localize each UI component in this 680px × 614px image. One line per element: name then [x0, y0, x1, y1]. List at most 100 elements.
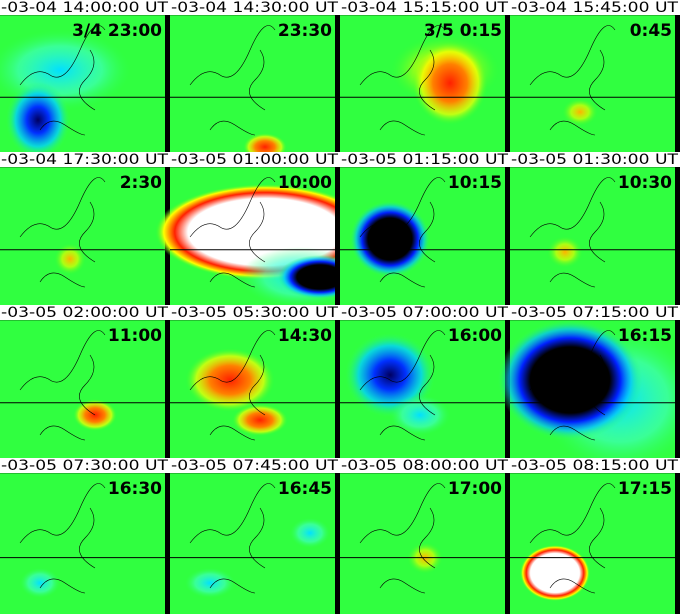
panel-edge — [335, 473, 340, 614]
header-bg — [0, 305, 170, 320]
panel-edge — [335, 167, 340, 305]
header-bg — [170, 0, 340, 15]
coastline — [189, 25, 276, 136]
coastline — [529, 330, 616, 441]
coastline — [529, 25, 616, 136]
panel-header: -03-05 01:00:00 UT — [171, 152, 339, 168]
panel: 10:30 — [510, 166, 680, 305]
panel: 3/4 23:00 — [0, 14, 170, 158]
coastline — [359, 483, 446, 594]
anomaly — [54, 243, 86, 275]
panel-time-label: 10:15 — [448, 173, 502, 193]
anomaly — [20, 568, 60, 598]
coastline — [529, 177, 616, 288]
anomaly — [412, 41, 488, 125]
panel: 0:45 — [510, 14, 680, 152]
header-bg — [510, 305, 680, 320]
panel: 11:00 — [0, 319, 170, 458]
panel-time-label: 23:30 — [278, 21, 332, 41]
panel-header: -03-05 08:15:00 UT — [511, 458, 679, 474]
panel-header: -03-05 01:30:00 UT — [511, 152, 679, 168]
panel-time-label: 10:00 — [278, 173, 332, 193]
panel-edge — [335, 320, 340, 458]
panel: 17:00 — [340, 472, 510, 614]
coastline — [189, 177, 276, 288]
anomaly — [350, 201, 430, 277]
header-bg — [170, 305, 340, 320]
panel: 14:30 — [170, 319, 340, 458]
coastline — [19, 177, 106, 288]
panel: 16:15 — [498, 319, 680, 470]
anomaly — [390, 395, 450, 435]
panel-header: -03-05 08:00:00 UT — [341, 458, 509, 474]
panel-time-label: 16:00 — [448, 326, 502, 346]
panel-header: -03-04 14:00:00 UT — [1, 0, 169, 16]
header-bg — [170, 458, 340, 473]
panel-edge — [675, 473, 680, 614]
anomaly — [232, 404, 288, 436]
panel-header: -03-04 15:45:00 UT — [511, 0, 679, 16]
coastline — [19, 330, 106, 441]
panel-time-label: 11:00 — [108, 326, 162, 346]
panel-time-label: 14:30 — [278, 326, 332, 346]
panel-edge — [675, 320, 680, 458]
coastline — [19, 25, 106, 136]
panel-time-label: 3/4 23:00 — [72, 21, 162, 41]
coastline — [189, 330, 276, 441]
panel-edge — [165, 15, 170, 152]
panel-edge — [675, 167, 680, 305]
panel: 16:45 — [170, 472, 340, 614]
panel-time-label: 10:30 — [618, 173, 672, 193]
panel-header: -03-05 07:15:00 UT — [511, 305, 679, 321]
header-bg — [170, 152, 340, 167]
panel: 16:00 — [340, 319, 510, 458]
coastline — [359, 177, 446, 288]
header-bg — [340, 0, 510, 15]
panel-time-label: 2:30 — [120, 173, 162, 193]
header-bg — [0, 0, 170, 15]
panel: 17:15 — [510, 472, 680, 614]
anomaly — [498, 320, 642, 440]
panel-time-label: 16:45 — [278, 479, 332, 499]
panel-time-label: 0:45 — [630, 21, 672, 41]
map-background — [0, 167, 170, 305]
panel-header: -03-04 15:15:00 UT — [341, 0, 509, 16]
coastline — [359, 330, 446, 441]
panel: 23:30 — [170, 14, 340, 161]
coastline — [19, 483, 106, 594]
panel-header: -03-05 07:30:00 UT — [1, 458, 169, 474]
panel-time-label: 3/5 0:15 — [424, 21, 502, 41]
panel-header: -03-05 07:45:00 UT — [171, 458, 339, 474]
anomaly — [562, 98, 598, 126]
map-background — [0, 320, 170, 458]
panel-header: -03-05 05:30:00 UT — [171, 305, 339, 321]
panel-header: -03-04 14:30:00 UT — [171, 0, 339, 16]
panel-edge — [505, 473, 510, 614]
map-background — [170, 15, 340, 152]
panel-edge — [165, 320, 170, 458]
panel-time-label: 17:00 — [448, 479, 502, 499]
header-bg — [0, 152, 170, 167]
panel-header: -03-05 02:00:00 UT — [1, 305, 169, 321]
panel: 10:00 — [155, 166, 375, 307]
panel-edge — [505, 15, 510, 152]
header-bg — [340, 458, 510, 473]
coastline — [189, 483, 276, 594]
map-background — [510, 167, 680, 305]
anomaly — [185, 568, 235, 598]
panel: 16:30 — [0, 472, 170, 614]
anomaly — [185, 348, 275, 412]
header-bg — [510, 152, 680, 167]
anomaly — [290, 518, 330, 548]
header-bg — [340, 152, 510, 167]
panel-time-label: 16:15 — [618, 326, 672, 346]
panel: 10:15 — [340, 166, 510, 305]
panel-edge — [335, 15, 340, 152]
panel-edge — [165, 473, 170, 614]
header-bg — [0, 458, 170, 473]
anomaly — [6, 82, 70, 158]
panel-header: -03-05 01:15:00 UT — [341, 152, 509, 168]
map-background — [510, 15, 680, 152]
panel-header: -03-04 17:30:00 UT — [1, 152, 169, 168]
